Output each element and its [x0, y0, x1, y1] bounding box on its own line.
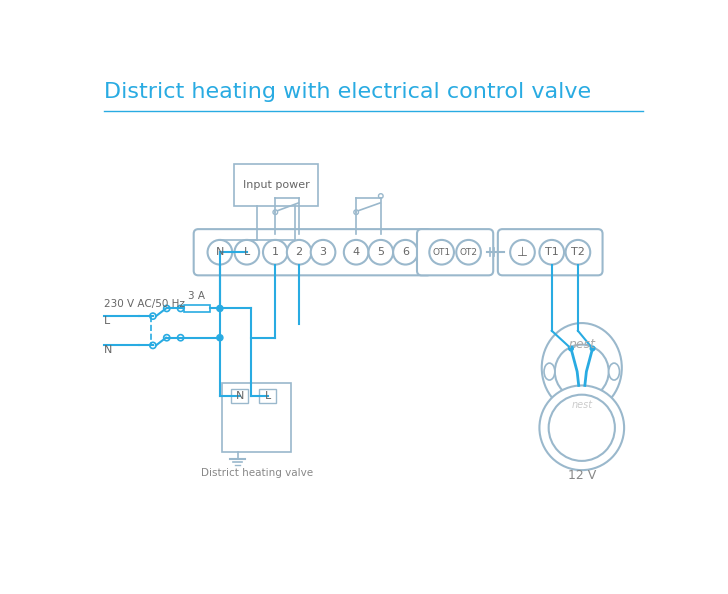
Circle shape [263, 240, 288, 264]
Text: 4: 4 [352, 247, 360, 257]
Text: N: N [236, 391, 244, 401]
Text: 1: 1 [272, 247, 279, 257]
Circle shape [217, 305, 223, 311]
Text: 3 A: 3 A [189, 291, 205, 301]
Text: L: L [264, 391, 271, 401]
Circle shape [297, 194, 301, 198]
Circle shape [344, 240, 368, 264]
Text: Input power: Input power [242, 180, 309, 190]
FancyBboxPatch shape [234, 164, 318, 206]
Text: District heating with electrical control valve: District heating with electrical control… [103, 82, 590, 102]
Text: nest: nest [569, 338, 596, 351]
Text: N: N [215, 247, 224, 257]
FancyBboxPatch shape [232, 389, 248, 403]
Text: 12 V: 12 V [568, 469, 596, 482]
FancyBboxPatch shape [183, 305, 210, 312]
Text: 6: 6 [402, 247, 409, 257]
Text: 2: 2 [296, 247, 303, 257]
Ellipse shape [542, 323, 622, 412]
FancyBboxPatch shape [259, 389, 276, 403]
Text: 5: 5 [377, 247, 384, 257]
Text: N: N [103, 345, 112, 355]
Circle shape [379, 194, 383, 198]
Circle shape [549, 394, 615, 461]
Text: OT2: OT2 [459, 248, 478, 257]
Text: 230 V AC/50 Hz: 230 V AC/50 Hz [103, 299, 184, 309]
Text: ⊥: ⊥ [517, 246, 528, 259]
Circle shape [150, 342, 156, 349]
FancyBboxPatch shape [498, 229, 603, 276]
Circle shape [178, 305, 183, 311]
Text: District heating valve: District heating valve [201, 467, 313, 478]
Circle shape [234, 240, 259, 264]
Circle shape [207, 240, 232, 264]
Circle shape [393, 240, 418, 264]
Circle shape [510, 240, 535, 264]
Circle shape [178, 334, 183, 341]
Circle shape [273, 210, 277, 214]
Circle shape [539, 240, 564, 264]
Text: T1: T1 [545, 247, 558, 257]
Circle shape [566, 240, 590, 264]
Circle shape [217, 334, 223, 341]
Circle shape [430, 240, 454, 264]
Text: 3: 3 [320, 247, 327, 257]
Ellipse shape [544, 363, 555, 380]
FancyBboxPatch shape [417, 229, 494, 276]
Circle shape [590, 346, 595, 351]
Ellipse shape [609, 363, 620, 380]
Text: L: L [103, 316, 110, 326]
Text: T2: T2 [571, 247, 585, 257]
FancyBboxPatch shape [194, 229, 432, 276]
Circle shape [539, 386, 624, 470]
Circle shape [555, 345, 609, 399]
Text: L: L [244, 247, 250, 257]
FancyBboxPatch shape [571, 387, 593, 401]
Circle shape [164, 305, 170, 311]
Circle shape [311, 240, 336, 264]
FancyBboxPatch shape [222, 383, 291, 453]
Circle shape [150, 313, 156, 319]
Circle shape [287, 240, 312, 264]
Circle shape [354, 210, 358, 214]
Text: nest: nest [571, 400, 593, 410]
Circle shape [456, 240, 481, 264]
Circle shape [368, 240, 393, 264]
Circle shape [164, 334, 170, 341]
Text: OT1: OT1 [432, 248, 451, 257]
Circle shape [569, 346, 574, 351]
